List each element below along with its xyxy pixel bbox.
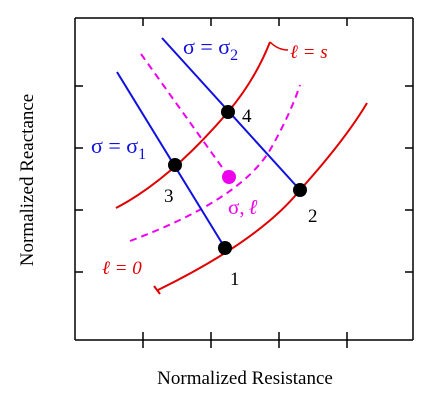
ell-s-leader — [269, 41, 289, 51]
sigma1-label: σ = σ1 — [91, 133, 146, 163]
x-axis-title: Normalized Resistance — [157, 368, 333, 389]
point-4 — [221, 105, 235, 119]
ell-0-curve-end-tick — [153, 285, 161, 295]
point-1 — [218, 241, 232, 255]
mid-label: σ, ℓ — [228, 195, 258, 219]
mid-ell-curve — [129, 84, 301, 242]
mid-sigma-line — [140, 53, 230, 178]
ell-0-label: ℓ = 0 — [102, 258, 142, 279]
point-2-label: 2 — [308, 206, 318, 227]
sigma2-label: σ = σ2 — [183, 34, 238, 64]
point-4-label: 4 — [242, 106, 252, 127]
point-2 — [293, 183, 307, 197]
x-ticks — [142, 18, 348, 348]
midpoint-marker — [222, 170, 236, 184]
point-1-label: 1 — [230, 269, 240, 290]
point-3 — [168, 158, 182, 172]
ell-s-label: ℓ = s — [290, 42, 328, 63]
y-ticks — [75, 85, 413, 273]
y-axis-title: Normalized Reactance — [17, 93, 38, 267]
point-3-label: 3 — [164, 186, 174, 207]
ell-0-curve — [157, 102, 368, 291]
plot-frame — [74, 17, 414, 341]
